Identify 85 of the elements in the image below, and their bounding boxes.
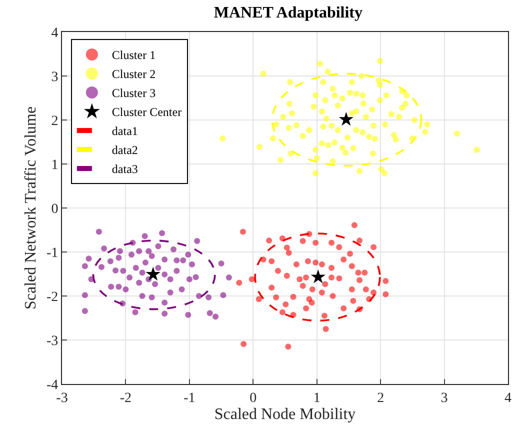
point [146, 248, 152, 254]
x-tick-label: 3 [440, 390, 448, 406]
point [152, 281, 158, 288]
point [170, 246, 176, 252]
point [139, 270, 146, 276]
point [206, 294, 212, 300]
point [122, 286, 129, 292]
point [116, 248, 123, 254]
point [188, 261, 195, 268]
point [192, 274, 199, 280]
legend-label: Cluster 2 [112, 67, 156, 82]
y-tick-label: -3 [46, 334, 58, 349]
point [146, 266, 160, 281]
legend-label: data1 [112, 124, 138, 138]
point [178, 286, 185, 292]
point [142, 260, 148, 266]
point [148, 252, 155, 259]
y-axis-title: Scaled Network Traffic Volume [22, 106, 40, 310]
point [218, 260, 224, 266]
point [185, 312, 192, 318]
point [136, 280, 142, 286]
y-tick-label: 3 [51, 70, 58, 85]
point [185, 252, 192, 258]
point [212, 314, 219, 320]
point [139, 293, 146, 299]
point [82, 292, 88, 298]
x-tick-label: 0 [250, 390, 257, 406]
chart-title: MANET Adaptability [214, 4, 363, 22]
point [101, 245, 108, 252]
point [142, 233, 148, 240]
point [338, 112, 354, 126]
point [180, 257, 186, 264]
point [220, 292, 226, 298]
point [196, 293, 202, 299]
legend-label: Cluster 3 [112, 86, 156, 100]
point [82, 308, 88, 314]
point [96, 228, 102, 235]
point [186, 276, 192, 282]
y-tick-label: 2 [51, 114, 58, 129]
point [167, 289, 174, 296]
point [174, 268, 180, 274]
point [162, 300, 168, 306]
point [155, 264, 162, 271]
y-tick-label: 1 [51, 158, 58, 173]
point [206, 310, 213, 316]
point [126, 274, 133, 281]
point [107, 258, 114, 264]
x-tick-label: -1 [184, 390, 196, 406]
point [132, 264, 139, 271]
point [174, 257, 180, 264]
point [226, 274, 232, 281]
x-tick-label: 2 [377, 390, 384, 406]
x-tick-label: 1 [313, 390, 320, 406]
y-tick-label: -4 [46, 378, 58, 393]
legend-label: Cluster 1 [112, 48, 156, 62]
point [148, 294, 155, 300]
point [155, 243, 162, 250]
x-axis-title: Scaled Node Mobility [214, 406, 356, 423]
point [116, 254, 122, 261]
y-tick-label: 0 [51, 202, 58, 217]
point [167, 276, 174, 282]
point [112, 267, 119, 274]
point [159, 230, 166, 236]
point [136, 248, 142, 254]
point [82, 263, 88, 270]
y-tick-label: -2 [46, 290, 58, 305]
point [86, 256, 92, 262]
legend-label: data3 [112, 162, 138, 176]
legend-label: Cluster Center [112, 105, 182, 120]
point [162, 310, 168, 317]
y-tick-label: -1 [46, 246, 58, 261]
legend-label: data2 [112, 143, 138, 158]
point [132, 309, 138, 316]
x-tick-label: -2 [120, 390, 132, 406]
point [162, 271, 168, 278]
x-tick-label: 4 [504, 390, 512, 406]
point [162, 256, 168, 262]
point [116, 284, 122, 290]
point [310, 269, 326, 284]
point [108, 284, 114, 290]
point [194, 238, 200, 244]
point [128, 252, 134, 258]
point [120, 268, 126, 274]
y-tick-label: 4 [51, 26, 58, 41]
point [98, 264, 104, 270]
